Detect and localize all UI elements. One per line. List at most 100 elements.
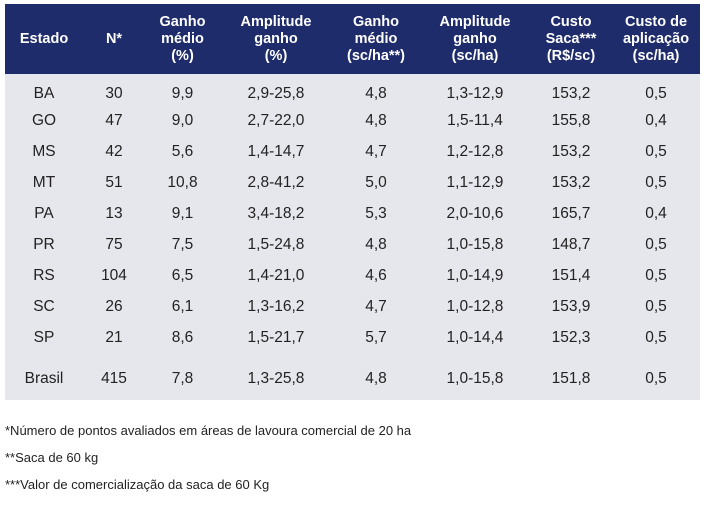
table-cell: Brasil: [24, 370, 64, 387]
table-cell: 152,3: [551, 328, 591, 346]
table-cell: 165,7: [551, 204, 591, 222]
table-cell: 4,7: [365, 297, 387, 315]
header-row: Estado N* Ganho médio (%) Amplitude ganho (%) Ga…: [5, 4, 700, 74]
header-line: Custo de: [624, 13, 688, 30]
table-cell: 21: [105, 328, 123, 346]
table-cell: 4,7: [365, 142, 387, 160]
table-cell: 0,5: [645, 173, 667, 191]
header-line: médio: [354, 30, 398, 47]
table-cell: 153,2: [551, 142, 591, 160]
table-cell: PR: [33, 235, 55, 253]
table-cell: 9,1: [171, 204, 194, 222]
table-cell: 153,2: [551, 173, 591, 191]
table-cell: MS: [32, 142, 56, 160]
table-cell: 0,5: [645, 370, 667, 387]
table-cell: 4,8: [365, 370, 387, 387]
table-cell: 1,0-15,8: [446, 370, 504, 387]
table-cell: 1,5-21,7: [247, 328, 305, 346]
table-cell: SP: [33, 328, 55, 346]
table-row: MS 42 5,6 1,4-14,7 4,7 1,2-12,8 153,2 0,5: [5, 136, 700, 167]
header-line: N*: [105, 30, 123, 47]
table-cell: 148,7: [551, 235, 591, 253]
table-cell: 2,9-25,8: [247, 84, 305, 102]
table-cell: 0,5: [645, 266, 667, 284]
table-cell: 0,4: [645, 204, 667, 222]
header-line: Amplitude: [240, 13, 312, 30]
table-cell: 5,6: [171, 142, 194, 160]
table-cell: 155,8: [551, 111, 591, 129]
header-line: Saca***: [545, 30, 597, 47]
table-cell: 0,5: [645, 235, 667, 253]
header-n: N*: [83, 4, 145, 74]
table-row: PA 13 9,1 3,4-18,2 5,3 2,0-10,6 165,7 0,4: [5, 198, 700, 229]
table-row: MT 51 10,8 2,8-41,2 5,0 1,1-12,9 153,2 0,5: [5, 167, 700, 198]
table-cell: 1,4-21,0: [247, 266, 305, 284]
table-row: RS 104 6,5 1,4-21,0 4,6 1,0-14,9 151,4 0,5: [5, 260, 700, 291]
table-cell: 1,3-25,8: [247, 370, 305, 387]
header-line: ganho: [453, 30, 497, 47]
results-table-container: Estado N* Ganho médio (%) Amplitude ganho (%) Ga…: [5, 4, 700, 400]
table-cell: 1,0-14,9: [446, 266, 504, 284]
footnote-valor: ***Valor de comercialização da saca de 6…: [5, 477, 270, 492]
table-cell: 0,5: [645, 84, 667, 102]
table-cell: 4,8: [365, 111, 387, 129]
header-estado: Estado: [5, 4, 83, 74]
header-ganho-medio-sc: Ganho médio (sc/ha**): [332, 4, 420, 74]
table-cell: 104: [101, 266, 127, 284]
header-line: Custo: [550, 13, 592, 30]
table-cell: 7,5: [171, 235, 194, 253]
header-line: (%): [264, 47, 288, 64]
table-cell: BA: [33, 84, 55, 102]
table-cell: 4,8: [365, 84, 387, 102]
table-cell: 1,3-12,9: [446, 84, 504, 102]
table-cell: 0,5: [645, 328, 667, 346]
table-cell: 2,8-41,2: [247, 173, 305, 191]
table-cell: 9,9: [171, 84, 194, 102]
table-body: BA 30 9,9 2,9-25,8 4,8 1,3-12,9 153,2 0,5 GO 47 9,…: [5, 74, 700, 401]
table-cell: 26: [105, 297, 123, 315]
table-cell: 10,8: [167, 173, 198, 191]
table-cell: 5,0: [365, 173, 387, 191]
table-cell: 75: [105, 235, 123, 253]
table-cell: 6,5: [171, 266, 194, 284]
table-cell: RS: [33, 266, 55, 284]
table-cell: 1,5-24,8: [247, 235, 305, 253]
header-line: (R$/sc): [546, 47, 596, 64]
table-cell: 153,9: [551, 297, 591, 315]
table-cell: 42: [105, 142, 123, 160]
table-cell: 1,3-16,2: [247, 297, 305, 315]
table-cell: 153,2: [551, 84, 591, 102]
table-cell: 4,6: [365, 266, 387, 284]
table-row: BA 30 9,9 2,9-25,8 4,8 1,3-12,9 153,2 0,5: [5, 74, 700, 105]
table-cell: 1,4-14,7: [247, 142, 305, 160]
table-cell: 1,5-11,4: [447, 111, 503, 129]
header-line: médio: [161, 30, 204, 47]
table-row: PR 75 7,5 1,5-24,8 4,8 1,0-15,8 148,7 0,5: [5, 229, 700, 260]
table-cell: 1,0-14,4: [446, 328, 504, 346]
header-custo-saca: Custo Saca*** (R$/sc): [530, 4, 612, 74]
table-cell: 0,4: [645, 111, 667, 129]
table-cell: PA: [34, 204, 54, 222]
header-line: Ganho: [353, 13, 399, 30]
table-row-total: Brasil 415 7,8 1,3-25,8 4,8 1,0-15,8 151,8 0,5: [5, 353, 700, 401]
table-cell: 2,7-22,0: [247, 111, 305, 129]
table-cell: 8,6: [171, 328, 194, 346]
table-cell: 1,1-12,9: [446, 173, 504, 191]
header-line: Ganho: [159, 13, 206, 30]
header-line: (sc/ha): [632, 47, 680, 64]
table-cell: 0,5: [645, 142, 667, 160]
header-line: (%): [171, 47, 194, 64]
footnote-saca: **Saca de 60 kg: [5, 450, 99, 465]
table-cell: 1,0-12,8: [446, 297, 504, 315]
table-cell: 7,8: [171, 370, 194, 387]
header-custo-aplicacao: Custo de aplicação (sc/ha): [612, 4, 700, 74]
table-row: SP 21 8,6 1,5-21,7 5,7 1,0-14,4 152,3 0,5: [5, 322, 700, 353]
table-cell: 13: [105, 204, 123, 222]
table-cell: 3,4-18,2: [247, 204, 305, 222]
header-line: (sc/ha): [451, 47, 499, 64]
table-cell: 30: [105, 84, 123, 102]
results-table: Estado N* Ganho médio (%) Amplitude ganho (%) Ga…: [5, 4, 700, 401]
table-cell: 5,7: [365, 328, 387, 346]
header-line: Estado: [19, 30, 69, 47]
table-cell: 415: [101, 370, 127, 387]
